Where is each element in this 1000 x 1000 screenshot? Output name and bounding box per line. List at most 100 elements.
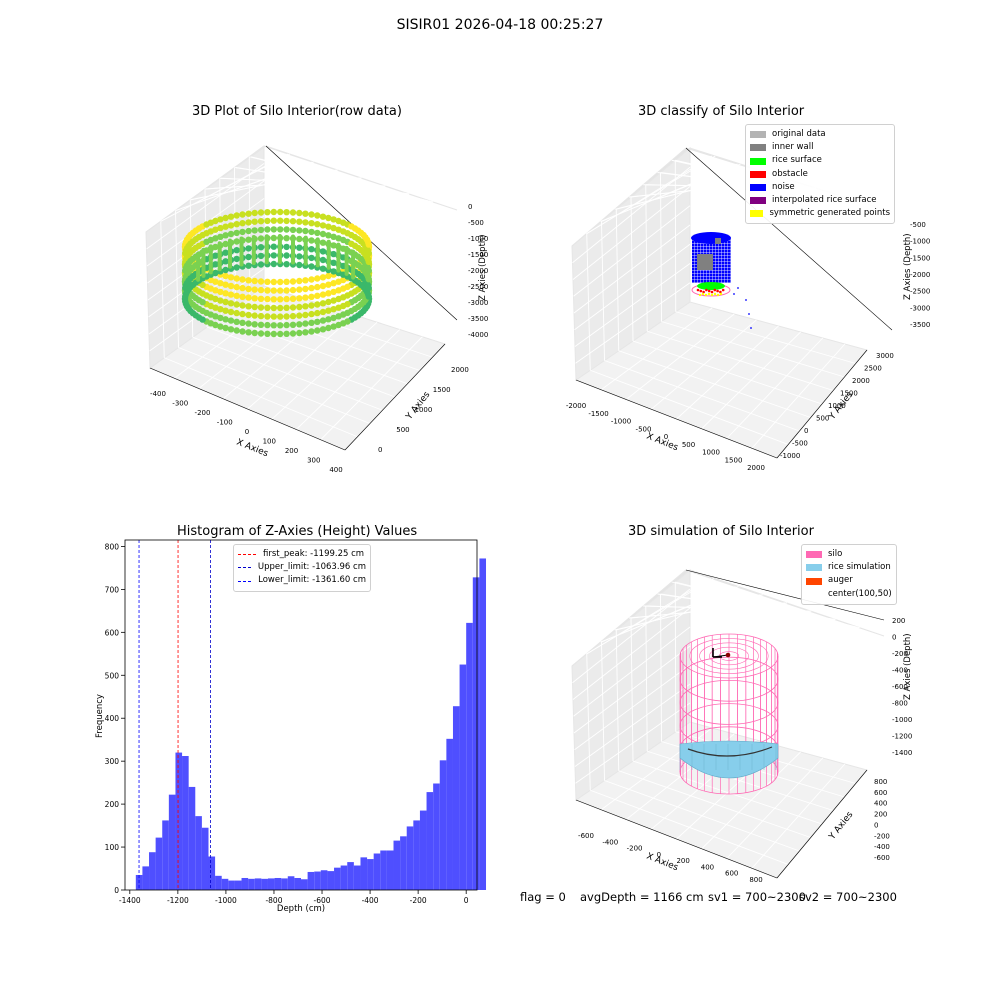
noise-point — [725, 271, 728, 274]
noise-point — [719, 271, 722, 274]
raw-data-point — [227, 308, 235, 316]
raw-data-point — [277, 296, 284, 303]
raw-data-point — [308, 293, 315, 300]
p4-x-axis-line — [575, 799, 778, 879]
noise-point — [722, 250, 725, 253]
histogram-bar — [400, 836, 407, 890]
legend-label: Lower_limit: -1361.60 cm — [258, 575, 366, 586]
noise-point — [719, 250, 722, 253]
obstacle-point — [699, 289, 703, 293]
noise-point — [719, 244, 722, 247]
legend-item: noise — [750, 181, 890, 194]
p4-z-tick: 0 — [892, 634, 896, 642]
p4-x-tick: 600 — [725, 870, 738, 878]
raw-data-point — [222, 223, 229, 230]
raw-data-point — [302, 329, 309, 336]
raw-data-point — [222, 272, 229, 280]
histogram-bar — [281, 878, 288, 890]
histogram-bar — [380, 850, 387, 890]
p4-x-tick: -200 — [627, 845, 643, 853]
panel2-title: 3D classify of Silo Interior — [638, 104, 805, 119]
legend-label: interpolated rice surface — [772, 195, 877, 206]
p4-x-tick: 0 — [657, 851, 661, 859]
plot3d-raw: -400-300-200-100010020030040005001000150… — [145, 145, 488, 474]
legend-item: Upper_limit: -1063.96 cm — [238, 561, 366, 574]
noise-point — [725, 253, 728, 256]
rice-surface-ridge — [687, 746, 773, 757]
raw-data-point — [365, 250, 372, 257]
legend-label: Upper_limit: -1063.96 cm — [257, 562, 366, 573]
symmetric-point — [698, 293, 702, 297]
noise-point — [692, 274, 695, 277]
plot3d-simulation: -600 -400 -200 0 200 400 600 800 -600 -400 -200 0 20… — [571, 568, 913, 884]
noise-point — [695, 256, 698, 259]
p2-gridline — [645, 184, 648, 332]
raw-data-point — [270, 278, 277, 286]
raw-data-point — [319, 222, 327, 229]
p2-x-tick: 0 — [664, 433, 668, 441]
noise-point — [719, 253, 722, 256]
noise-point — [728, 253, 731, 256]
rice-simulation-surface — [679, 740, 779, 779]
p1-gridline — [295, 329, 401, 430]
p2-z-tick: -3000 — [910, 304, 930, 312]
raw-data-point — [289, 304, 297, 311]
raw-data-point — [283, 261, 290, 268]
legend-swatch — [750, 210, 764, 218]
raw-data-point — [222, 214, 229, 222]
panel4-title: 3D simulation of Silo Interior — [628, 524, 814, 539]
raw-data-point — [335, 304, 342, 311]
raw-data-point — [233, 212, 240, 219]
noise-point — [707, 250, 710, 253]
noise-point — [728, 262, 731, 265]
raw-data-point — [222, 324, 229, 332]
raw-data-point — [239, 328, 246, 335]
raw-data-point — [270, 322, 277, 329]
raw-data-point — [251, 321, 258, 328]
p2-x-tick: 500 — [682, 441, 695, 449]
histogram-bar — [294, 877, 301, 890]
plot3d-classify: -2000-1500-1000-5000500100015002000-1000… — [566, 146, 930, 472]
histogram-bar — [301, 879, 308, 890]
raw-data-point — [233, 264, 240, 271]
symmetric-point — [716, 293, 720, 297]
noise-point — [725, 259, 728, 262]
histogram-bar — [168, 794, 176, 890]
noise-point — [704, 277, 707, 280]
legend-label: inner wall — [772, 142, 814, 153]
p2-z-tick: -2500 — [910, 288, 930, 296]
legend-item: silo — [806, 548, 892, 561]
raw-data-point — [283, 209, 290, 216]
silo-lid-ring — [689, 638, 769, 674]
raw-data-point — [239, 284, 246, 292]
raw-data-point — [365, 284, 372, 292]
raw-data-point — [319, 300, 327, 307]
raw-data-point — [233, 247, 240, 254]
p2-x-tick: 2000 — [747, 464, 765, 472]
noise-point — [710, 250, 713, 253]
raw-data-point — [227, 274, 235, 281]
legend-label: auger — [828, 575, 853, 586]
raw-data-point — [283, 243, 290, 251]
noise-point — [713, 271, 716, 274]
noise-point — [698, 247, 701, 250]
p2-x-tick: 1000 — [702, 449, 720, 457]
noise-point — [704, 250, 707, 253]
histogram-bar — [386, 850, 394, 890]
symmetric-point — [719, 292, 723, 296]
obstacle-point — [713, 288, 717, 292]
noise-point — [701, 250, 704, 253]
p2-y-tick: 2500 — [864, 365, 882, 373]
raw-data-point — [289, 295, 297, 302]
y-tick-label: 600 — [105, 628, 120, 637]
raw-data-point — [264, 304, 271, 311]
p2-y-tick: 500 — [816, 415, 829, 423]
raw-data-point — [222, 232, 229, 239]
y-tick-label: 0 — [114, 886, 119, 895]
noise-point — [716, 262, 719, 265]
noise-point — [716, 280, 719, 283]
p4-z-axis-line — [685, 569, 885, 621]
raw-data-point — [330, 216, 337, 223]
raw-data-point — [222, 281, 229, 288]
raw-data-point — [270, 208, 277, 216]
